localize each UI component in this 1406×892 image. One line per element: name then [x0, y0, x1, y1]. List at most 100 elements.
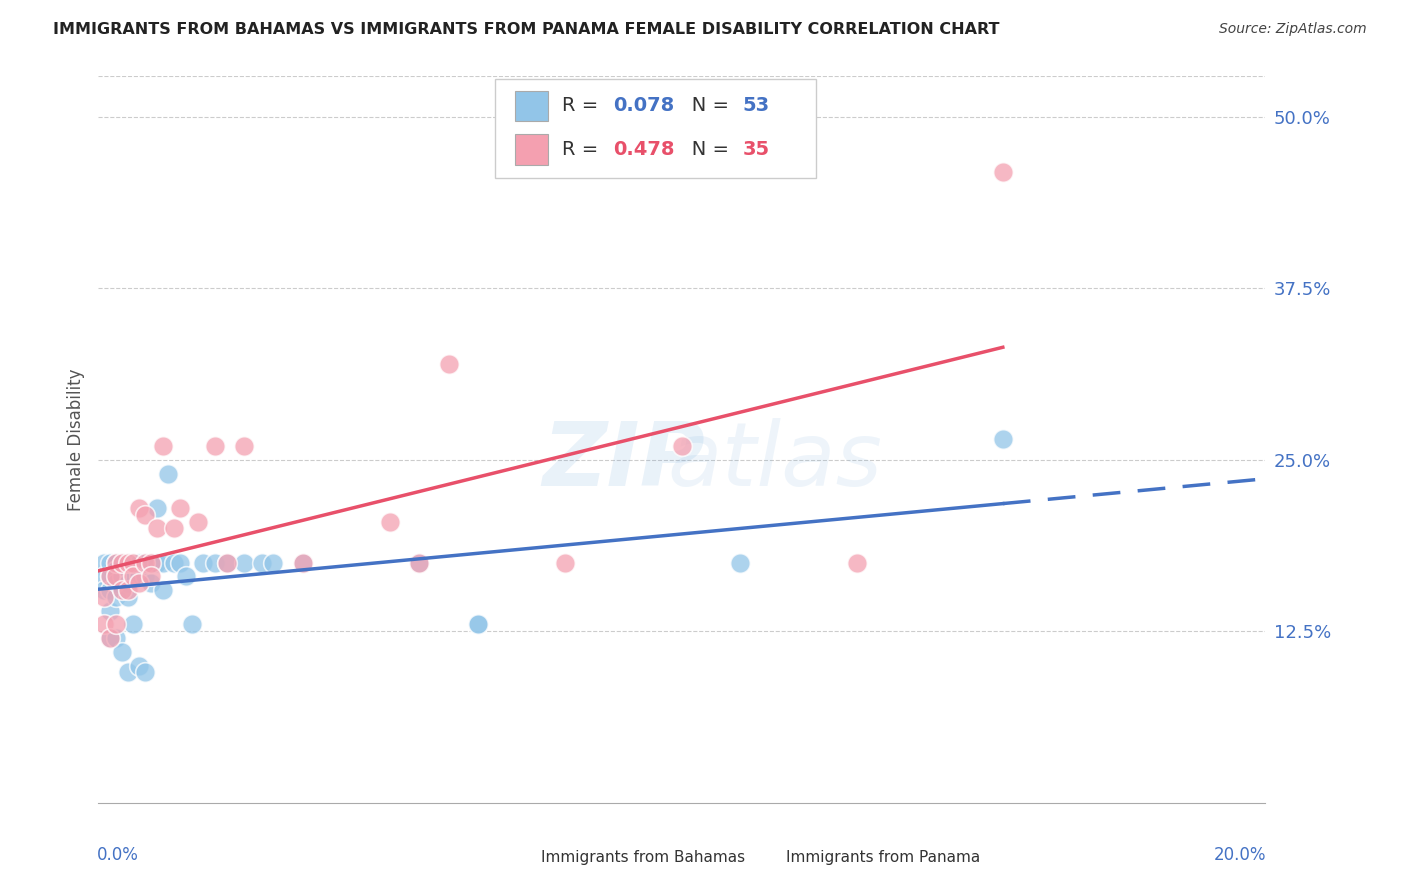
Point: [93, 583, 115, 598]
Text: 53: 53: [742, 96, 769, 115]
Text: atlas: atlas: [668, 418, 883, 504]
Point: [730, 556, 752, 570]
FancyBboxPatch shape: [515, 91, 548, 121]
Point: [111, 569, 134, 583]
Point: [93, 590, 115, 604]
Point: [152, 556, 174, 570]
Point: [991, 165, 1014, 179]
FancyBboxPatch shape: [519, 848, 531, 866]
Point: [117, 556, 139, 570]
Text: 0.078: 0.078: [613, 96, 675, 115]
Point: [117, 590, 139, 604]
Point: [122, 556, 145, 570]
Point: [146, 556, 169, 570]
Point: [122, 556, 145, 570]
Point: [139, 556, 162, 570]
Point: [157, 467, 180, 481]
Y-axis label: Female Disability: Female Disability: [66, 368, 84, 510]
Point: [139, 556, 162, 570]
Point: [98, 556, 121, 570]
Point: [117, 665, 139, 680]
Point: [93, 556, 115, 570]
Point: [437, 357, 460, 371]
Point: [104, 556, 127, 570]
Point: [122, 569, 145, 583]
Point: [93, 617, 115, 632]
FancyBboxPatch shape: [495, 79, 815, 178]
Text: R =: R =: [562, 96, 605, 115]
Text: Immigrants from Bahamas: Immigrants from Bahamas: [541, 850, 745, 865]
Point: [180, 617, 202, 632]
Point: [134, 569, 156, 583]
Point: [134, 556, 156, 570]
Text: ZIP: ZIP: [543, 417, 704, 505]
Point: [193, 556, 215, 570]
Text: 0.0%: 0.0%: [97, 847, 139, 864]
Text: 0.478: 0.478: [613, 140, 675, 159]
Point: [467, 617, 489, 632]
Point: [122, 617, 145, 632]
Point: [111, 556, 134, 570]
Point: [233, 556, 256, 570]
Point: [98, 604, 121, 618]
Point: [117, 583, 139, 598]
Point: [111, 645, 134, 659]
Point: [152, 583, 174, 598]
Point: [104, 617, 127, 632]
FancyBboxPatch shape: [763, 848, 776, 866]
Text: N =: N =: [672, 140, 735, 159]
Point: [111, 583, 134, 598]
Point: [117, 576, 139, 591]
Text: 20.0%: 20.0%: [1213, 847, 1267, 864]
Point: [134, 556, 156, 570]
Point: [111, 556, 134, 570]
Point: [233, 439, 256, 453]
Text: Immigrants from Panama: Immigrants from Panama: [786, 850, 980, 865]
Text: R =: R =: [562, 140, 605, 159]
Point: [991, 432, 1014, 446]
Point: [93, 569, 115, 583]
Text: IMMIGRANTS FROM BAHAMAS VS IMMIGRANTS FROM PANAMA FEMALE DISABILITY CORRELATION : IMMIGRANTS FROM BAHAMAS VS IMMIGRANTS FR…: [53, 22, 1000, 37]
Point: [104, 590, 127, 604]
Point: [169, 556, 191, 570]
Point: [117, 563, 139, 577]
Point: [408, 556, 430, 570]
Point: [169, 500, 191, 515]
Point: [146, 521, 169, 535]
Point: [215, 556, 238, 570]
Point: [122, 569, 145, 583]
Point: [671, 439, 693, 453]
Point: [187, 515, 209, 529]
Point: [104, 576, 127, 591]
Point: [291, 556, 314, 570]
Point: [104, 569, 127, 583]
Point: [128, 556, 150, 570]
Point: [98, 631, 121, 645]
Point: [262, 556, 284, 570]
Point: [380, 515, 402, 529]
Point: [128, 569, 150, 583]
Point: [291, 556, 314, 570]
Point: [128, 576, 150, 591]
Point: [139, 569, 162, 583]
FancyBboxPatch shape: [515, 135, 548, 165]
Text: 35: 35: [742, 140, 769, 159]
Point: [98, 583, 121, 598]
Point: [846, 556, 869, 570]
Point: [467, 617, 489, 632]
Point: [152, 439, 174, 453]
Point: [554, 556, 576, 570]
Text: Source: ZipAtlas.com: Source: ZipAtlas.com: [1219, 22, 1367, 37]
Point: [250, 556, 273, 570]
Point: [215, 556, 238, 570]
Point: [163, 521, 186, 535]
Point: [128, 500, 150, 515]
Point: [98, 569, 121, 583]
Point: [98, 631, 121, 645]
Text: N =: N =: [672, 96, 735, 115]
Point: [146, 500, 169, 515]
Point: [134, 508, 156, 522]
Point: [408, 556, 430, 570]
Point: [139, 576, 162, 591]
Point: [104, 631, 127, 645]
